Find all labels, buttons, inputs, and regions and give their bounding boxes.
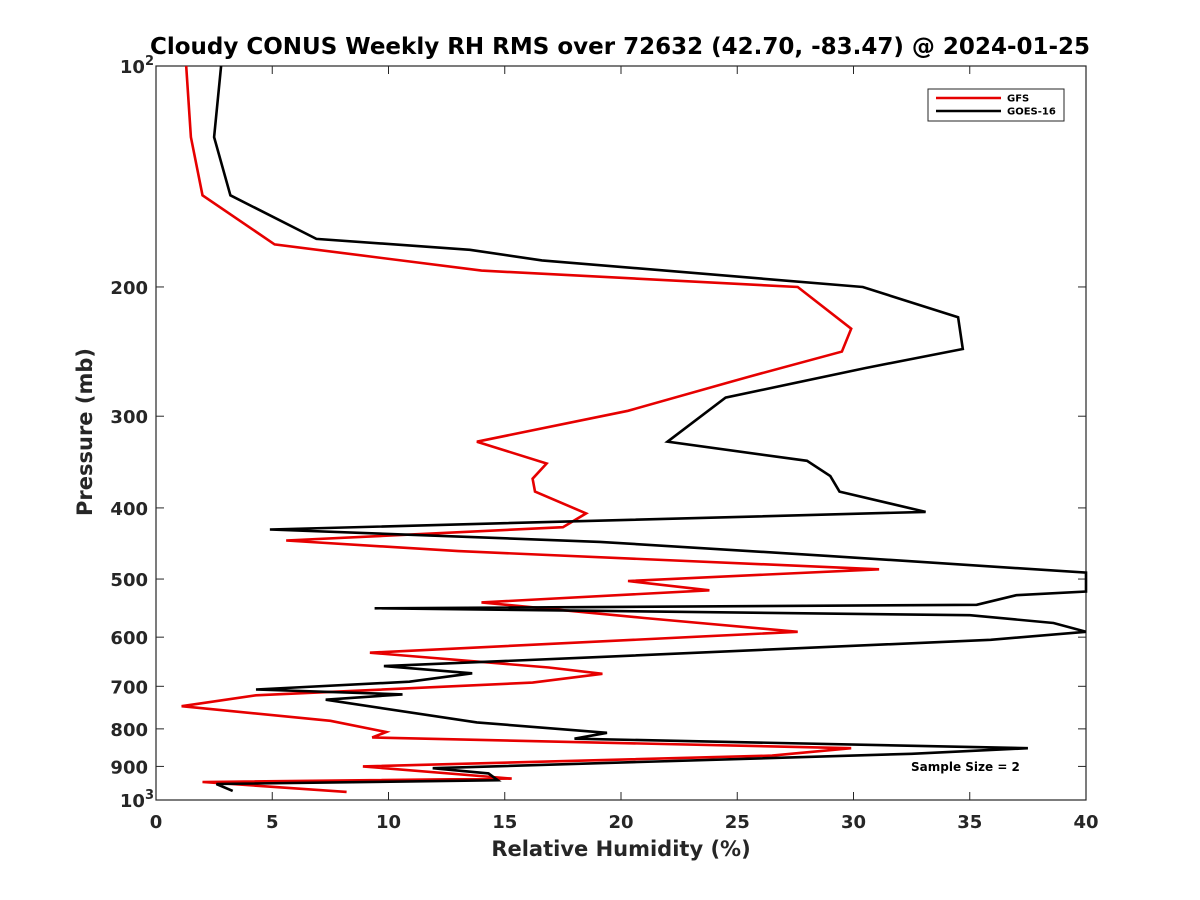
x-axis-label: Relative Humidity (%)	[491, 837, 750, 861]
x-tick-label: 15	[492, 812, 517, 833]
x-tick-label: 5	[266, 812, 279, 833]
sample-size-annotation: Sample Size = 2	[911, 760, 1020, 774]
y-tick-label: 102	[120, 54, 154, 78]
y-tick-label: 700	[110, 677, 148, 698]
x-axis-ticks: 0 5 10 15 20 25 30 35 40	[150, 66, 1099, 833]
x-tick-label: 35	[957, 812, 982, 833]
y-tick-label: 800	[110, 720, 148, 741]
x-tick-label: 20	[608, 812, 633, 833]
chart-title: Cloudy CONUS Weekly RH RMS over 72632 (4…	[150, 34, 1090, 60]
y-tick-label: 300	[110, 407, 148, 428]
y-axis-label: Pressure (mb)	[73, 348, 97, 516]
x-tick-label: 0	[150, 812, 163, 833]
legend-label-goes16: GOES-16	[1007, 107, 1056, 118]
legend-label-gfs: GFS	[1007, 94, 1029, 105]
y-tick-label: 400	[110, 499, 148, 520]
series-line-goes16	[212, 65, 1088, 793]
y-tick-label: 600	[110, 628, 148, 649]
y-tick-label: 103	[120, 788, 154, 812]
y-tick-label: 500	[110, 570, 148, 591]
x-tick-label: 25	[725, 812, 750, 833]
x-tick-label: 40	[1073, 812, 1098, 833]
series-layer	[181, 65, 1088, 794]
y-tick-label: 200	[110, 278, 148, 299]
y-tick-label: 900	[110, 757, 148, 778]
legend-box	[927, 88, 1065, 122]
y-axis-ticks: 102 200 300 400 500 600 700 800 900 103	[110, 54, 1086, 812]
legend: GFS GOES-16	[927, 88, 1065, 122]
series-line-gfs	[181, 65, 880, 794]
x-tick-label: 30	[841, 812, 866, 833]
x-tick-label: 10	[376, 812, 401, 833]
